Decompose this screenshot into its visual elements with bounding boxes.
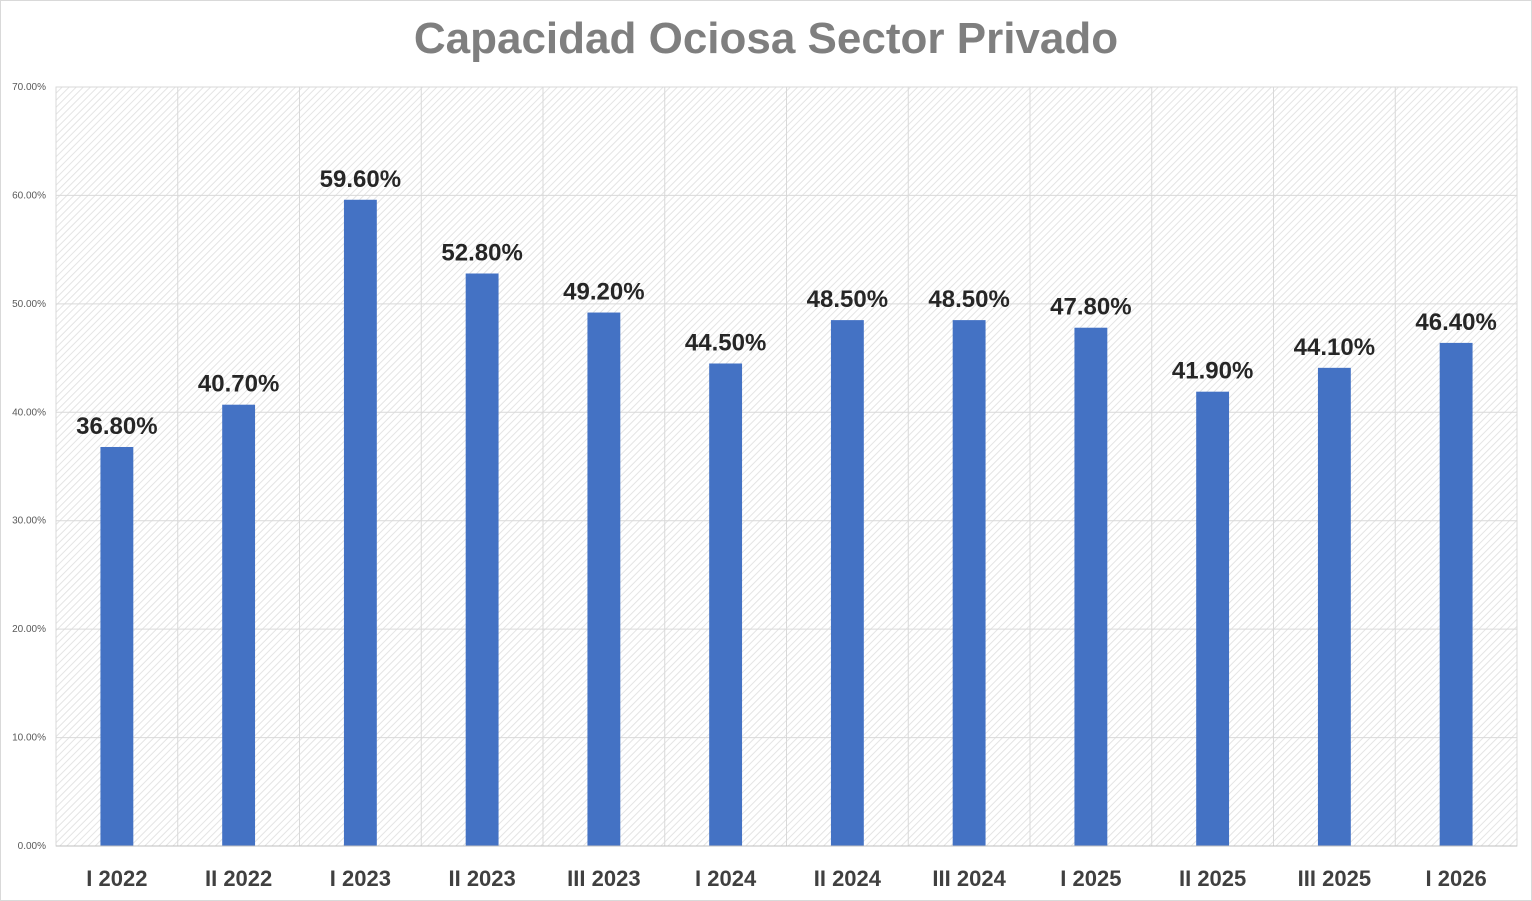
bar: [465, 273, 499, 846]
data-label: 40.70%: [198, 371, 279, 398]
data-label: 44.10%: [1294, 334, 1375, 361]
y-tick-label: 10.00%: [12, 733, 46, 744]
bar: [709, 363, 743, 846]
data-label: 49.20%: [563, 279, 644, 306]
bar: [952, 320, 986, 846]
x-tick-label: II 2023: [448, 866, 515, 891]
x-tick-label: II 2022: [205, 866, 272, 891]
x-tick-label: I 2022: [86, 866, 147, 891]
y-tick-label: 70.00%: [12, 82, 46, 93]
bar: [343, 199, 377, 846]
x-tick-label: I 2023: [330, 866, 391, 891]
data-label: 44.50%: [685, 329, 766, 356]
data-label: 59.60%: [320, 166, 401, 193]
x-tick-label: I 2026: [1426, 866, 1487, 891]
bar: [1074, 327, 1108, 846]
bar: [100, 446, 134, 846]
x-tick-label: III 2024: [932, 866, 1006, 891]
data-label: 48.50%: [807, 286, 888, 313]
x-tick-label: II 2024: [814, 866, 882, 891]
x-tick-label: III 2025: [1298, 866, 1371, 891]
chart-title: Capacidad Ociosa Sector Privado: [413, 14, 1119, 63]
x-tick-label: I 2025: [1060, 866, 1121, 891]
data-label: 52.80%: [441, 239, 522, 266]
bar: [830, 320, 864, 846]
bar: [222, 404, 256, 846]
y-tick-label: 20.00%: [12, 624, 46, 635]
y-tick-label: 0.00%: [18, 841, 46, 852]
bar: [587, 312, 621, 846]
y-tick-label: 50.00%: [12, 299, 46, 310]
data-label: 46.40%: [1415, 309, 1496, 336]
data-label: 47.80%: [1050, 294, 1131, 321]
y-tick-label: 40.00%: [12, 407, 46, 418]
data-label: 48.50%: [928, 286, 1009, 313]
x-tick-label: III 2023: [567, 866, 640, 891]
data-label: 36.80%: [76, 413, 157, 440]
bar: [1196, 391, 1230, 846]
bar: [1317, 367, 1351, 846]
y-tick-label: 30.00%: [12, 516, 46, 527]
y-tick-label: 60.00%: [12, 190, 46, 201]
x-tick-label: II 2025: [1179, 866, 1246, 891]
x-tick-label: I 2024: [695, 866, 757, 891]
data-label: 41.90%: [1172, 358, 1253, 385]
bar: [1439, 342, 1473, 846]
